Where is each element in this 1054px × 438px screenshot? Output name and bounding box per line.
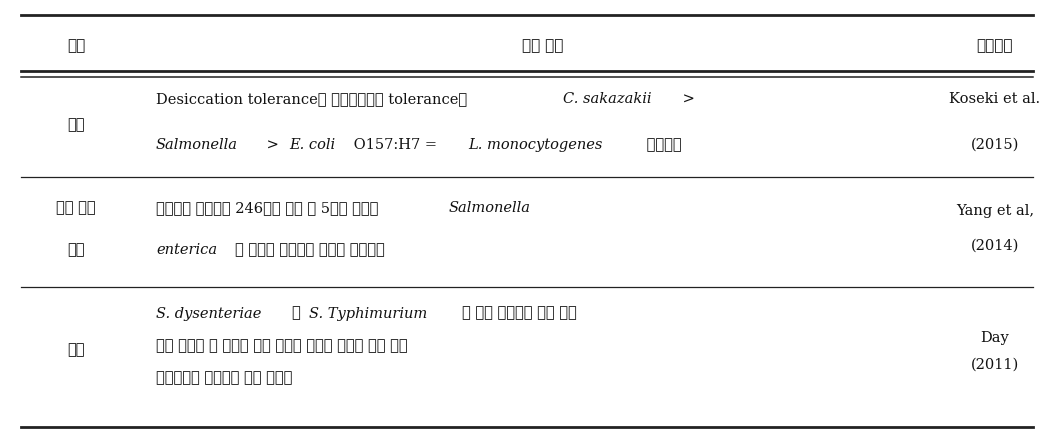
Text: 동안 생존할 수 있으며 대기 환경을 질소로 치환할 경우 건조: 동안 생존할 수 있으며 대기 환경을 질소로 치환할 경우 건조 (156, 339, 408, 353)
Text: 중국에서 유통되는 246개의 분유 중 5개의 제품이: 중국에서 유통되는 246개의 분유 중 5개의 제품이 (156, 201, 383, 215)
Text: 분석 결과: 분석 결과 (522, 39, 564, 53)
Text: Salmonella: Salmonella (449, 201, 531, 215)
Text: (2014): (2014) (971, 239, 1019, 253)
Text: Yang et al,: Yang et al, (956, 204, 1034, 218)
Text: 시료: 시료 (66, 39, 85, 53)
Text: Desiccation tolerance를 분석하였으며 tolerance는: Desiccation tolerance를 분석하였으며 tolerance는 (156, 92, 472, 106)
Text: >: > (261, 138, 284, 152)
Text: 순이었음: 순이었음 (642, 138, 682, 152)
Text: 은 건조 환경에서 오랜 기간: 은 건조 환경에서 오랜 기간 (462, 307, 577, 321)
Text: 에 오염이 되어있는 것으로 나타났음: 에 오염이 되어있는 것으로 나타났음 (235, 243, 385, 257)
Text: (2015): (2015) (971, 138, 1019, 152)
Text: Day: Day (980, 331, 1010, 345)
Text: 환경에서의 생존력이 매우 높아짐: 환경에서의 생존력이 매우 높아짐 (156, 371, 292, 385)
Text: 중국 유통: 중국 유통 (56, 201, 96, 215)
Text: 와: 와 (292, 307, 306, 321)
Text: 분유: 분유 (67, 243, 84, 257)
Text: S. Typhimurium: S. Typhimurium (309, 307, 428, 321)
Text: 분유: 분유 (67, 343, 84, 357)
Text: 참고자료: 참고자료 (977, 39, 1013, 53)
Text: Salmonella: Salmonella (156, 138, 238, 152)
Text: C. sakazakii: C. sakazakii (564, 92, 652, 106)
Text: (2011): (2011) (971, 358, 1019, 372)
Text: >: > (678, 92, 695, 106)
Text: L. monocytogenes: L. monocytogenes (469, 138, 603, 152)
Text: 분유: 분유 (67, 118, 84, 132)
Text: S. dysenteriae: S. dysenteriae (156, 307, 261, 321)
Text: enterica: enterica (156, 243, 217, 257)
Text: Koseki et al.: Koseki et al. (950, 92, 1040, 106)
Text: E. coli: E. coli (290, 138, 335, 152)
Text: O157:H7 =: O157:H7 = (349, 138, 442, 152)
